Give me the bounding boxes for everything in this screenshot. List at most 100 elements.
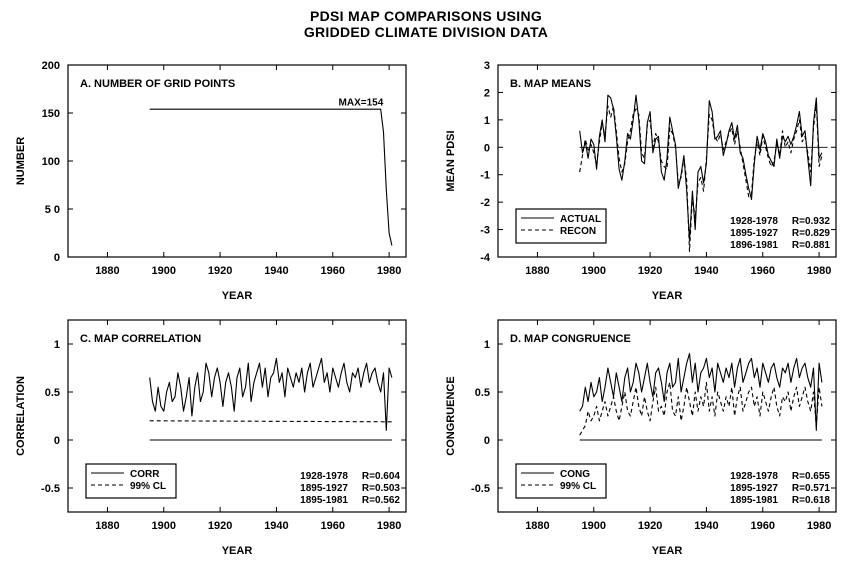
stat-r: R=0.503 (362, 483, 401, 494)
stat-r: R=0.618 (792, 495, 831, 506)
panel-c: 1880 1900 1920 1940 1960 1980 -0.5 0 0.5 1 YEAR COR… (15, 319, 407, 557)
y-axis-label: CORRELATION (15, 376, 27, 456)
series-line-2 (579, 381, 823, 436)
panel-title: C. MAP CORRELATION (80, 333, 201, 345)
y-tick-label: 0 (54, 435, 60, 447)
x-tick-label: 1980 (807, 265, 831, 277)
stat-period: 1895-1981 (300, 495, 348, 506)
x-tick-label: 1920 (638, 265, 662, 277)
figure-title-line2: GRIDDED CLIMATE DIVISION DATA (303, 24, 549, 40)
x-tick-label: 1900 (152, 265, 176, 277)
x-tick-label: 1960 (321, 265, 345, 277)
y-tick-label: 1 (484, 115, 490, 127)
series-line-1 (149, 108, 393, 246)
plot-frame (497, 64, 837, 258)
figure-title-line1: PDSI MAP COMPARISONS USING (309, 8, 543, 24)
stat-r: R=0.655 (792, 471, 831, 482)
stat-period: 1895-1927 (300, 483, 348, 494)
y-tick-label: -1 (480, 170, 490, 182)
legend-label-1: CORR (130, 469, 160, 480)
x-tick-label: 1940 (264, 520, 288, 532)
y-tick-label: -4 (480, 252, 491, 264)
x-axis-label: YEAR (222, 545, 253, 557)
x-tick-label: 1880 (95, 265, 119, 277)
legend-box (515, 208, 607, 244)
legend-label-2: 99% CL (560, 481, 596, 492)
y-tick-label: 0 (54, 252, 60, 264)
y-axis-label: MEAN PDSI (445, 130, 457, 191)
legend-box (85, 463, 177, 499)
series-line-1 (579, 94, 823, 242)
stat-period: 1928-1978 (300, 471, 348, 482)
x-tick-label: 1940 (264, 265, 288, 277)
series-line-1 (579, 353, 823, 431)
series-line-2 (149, 420, 392, 423)
x-tick-label: 1960 (321, 520, 345, 532)
stat-r: R=0.932 (792, 216, 831, 227)
stat-period: 1895-1981 (730, 495, 778, 506)
y-tick-label: 0 (484, 142, 490, 154)
plot-frame (497, 319, 837, 513)
y-tick-label: 5 0 (45, 204, 60, 216)
x-tick-label: 1980 (377, 520, 401, 532)
panel-title: B. MAP MEANS (510, 78, 591, 90)
stat-r: R=0.604 (362, 471, 401, 482)
legend-label-1: ACTUAL (560, 214, 601, 225)
y-tick-label: -3 (480, 225, 490, 237)
stat-r: R=0.881 (792, 240, 831, 251)
x-tick-label: 1920 (208, 265, 232, 277)
y-tick-label: 200 (42, 60, 60, 72)
x-tick-label: 1900 (582, 265, 606, 277)
x-tick-label: 1920 (208, 520, 232, 532)
panel-title: A. NUMBER OF GRID POINTS (80, 78, 235, 90)
panel-title: D. MAP CONGRUENCE (510, 333, 631, 345)
panel-d: 1880 1900 1920 1940 1960 1980 -0.5 0 0.5 1 YEAR CON… (445, 319, 837, 557)
series-line-1 (149, 357, 393, 431)
legend-label-2: RECON (560, 226, 596, 237)
legend-box (515, 463, 607, 499)
y-tick-label: 0 (484, 435, 490, 447)
x-tick-label: 1960 (751, 265, 775, 277)
x-axis-label: YEAR (652, 290, 683, 302)
y-tick-label: 0.5 (475, 387, 490, 399)
x-axis-label: YEAR (652, 545, 683, 557)
x-tick-label: 1880 (525, 265, 549, 277)
annotation: MAX=154 (339, 97, 384, 108)
y-axis-label: CONGRUENCE (445, 376, 457, 455)
x-tick-label: 1940 (694, 520, 718, 532)
y-tick-label: -0.5 (471, 483, 490, 495)
stat-r: R=0.562 (362, 495, 401, 506)
x-tick-label: 1880 (95, 520, 119, 532)
x-tick-label: 1900 (152, 520, 176, 532)
y-tick-label: -2 (480, 197, 490, 209)
plot-frame (67, 319, 407, 513)
y-tick-label: 1 (484, 339, 490, 351)
y-tick-label: 0.5 (45, 387, 60, 399)
x-tick-label: 1980 (807, 520, 831, 532)
y-tick-label: -0.5 (41, 483, 60, 495)
x-axis-label: YEAR (222, 290, 253, 302)
stat-period: 1895-1927 (730, 483, 778, 494)
legend-label-2: 99% CL (130, 481, 166, 492)
stat-period: 1928-1978 (730, 471, 778, 482)
y-tick-label: 2 (484, 87, 490, 99)
stat-period: 1928-1978 (730, 216, 778, 227)
x-tick-label: 1980 (377, 265, 401, 277)
y-tick-label: 150 (42, 108, 60, 120)
y-axis-label: NUMBER (15, 137, 27, 185)
series-line-2 (579, 102, 823, 253)
legend-label-1: CONG (560, 469, 590, 480)
plot-frame (67, 64, 407, 258)
stat-r: R=0.829 (792, 228, 831, 239)
y-tick-label: 100 (42, 156, 60, 168)
panel-b: 1880 1900 1920 1940 1960 1980 -4 -3 -2 -1 0 1 2 3 YEAR… (445, 60, 837, 302)
x-tick-label: 1900 (582, 520, 606, 532)
x-tick-label: 1920 (638, 520, 662, 532)
x-tick-label: 1880 (525, 520, 549, 532)
stat-period: 1896-1981 (730, 240, 778, 251)
